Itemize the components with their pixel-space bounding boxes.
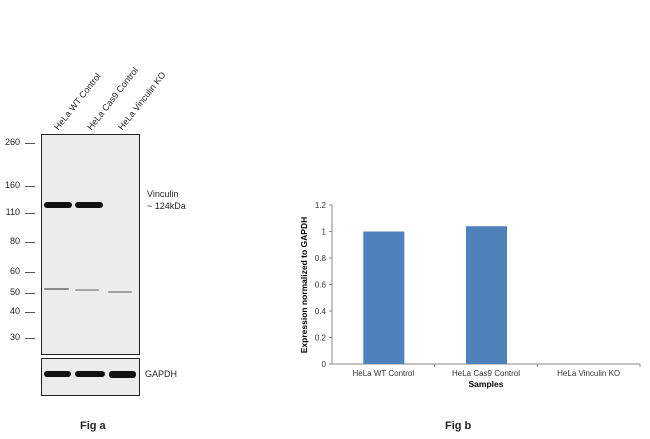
nonspecific-band	[108, 291, 132, 293]
x-tick-label: HeLa Vinculin KO	[557, 369, 620, 378]
y-tick-label: 0.2	[315, 334, 327, 343]
fig-b-label: Fig b	[445, 420, 472, 432]
x-tick-label: HeLa WT Control	[353, 369, 415, 378]
vinculin-band	[75, 202, 103, 208]
mw-marker-label: 260	[4, 137, 20, 147]
y-axis-label: Expression normalized to GAPDH	[299, 217, 309, 354]
band-size: ~ 124kDa	[147, 201, 186, 211]
gapdh-blot	[41, 358, 140, 396]
vinculin-band	[44, 202, 72, 208]
mw-marker-label: 160	[4, 180, 20, 190]
y-tick-label: 1	[322, 228, 327, 237]
mw-marker-label: 110	[5, 207, 20, 217]
y-tick-label: 0	[322, 360, 327, 369]
gapdh-band	[109, 371, 136, 378]
mw-marker-label: 30	[9, 332, 20, 342]
y-tick-label: 0.4	[315, 307, 327, 316]
y-tick-label: 1.2	[315, 201, 327, 210]
y-tick-label: 0.8	[315, 254, 327, 263]
mw-marker-tick	[25, 186, 35, 187]
nonspecific-band	[44, 288, 69, 290]
mw-marker-label: 80	[9, 236, 20, 246]
mw-marker-tick	[25, 213, 35, 214]
mw-marker-tick	[25, 272, 35, 273]
band-name: Vinculin	[147, 189, 179, 199]
mw-marker-label: 40	[9, 306, 20, 316]
mw-marker-tick	[25, 242, 35, 243]
mw-marker-tick	[25, 143, 35, 144]
gapdh-label: GAPDH	[145, 369, 178, 379]
mw-marker-tick	[25, 338, 35, 339]
x-axis-label: Samples	[469, 379, 504, 389]
vinculin-blot	[41, 134, 140, 355]
fig-a-label: Fig a	[80, 420, 106, 432]
gapdh-band	[75, 371, 105, 377]
mw-marker-tick	[25, 312, 35, 313]
bar	[363, 231, 405, 364]
mw-marker-label: 50	[9, 287, 20, 297]
bar	[466, 226, 507, 364]
gapdh-band	[44, 371, 71, 377]
x-tick-label: HeLa Cas9 Control	[452, 369, 520, 378]
vinculin-label: Vinculin ~ 124kDa	[147, 188, 186, 212]
mw-marker-tick	[25, 293, 35, 294]
y-tick-label: 0.6	[315, 281, 327, 290]
mw-marker-label: 60	[9, 266, 20, 276]
nonspecific-band	[75, 289, 99, 291]
